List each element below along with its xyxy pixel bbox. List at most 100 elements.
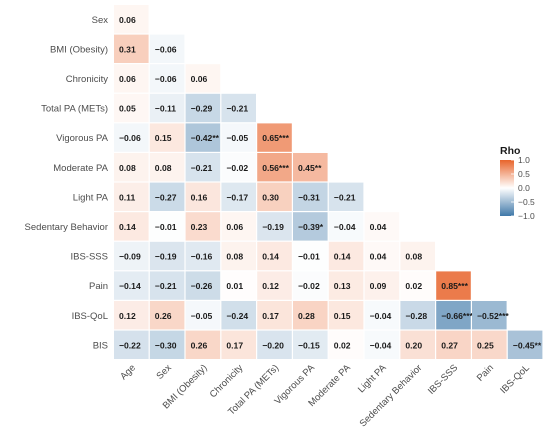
heatmap-cell: −0.29	[185, 93, 221, 123]
heatmap-cell-rect	[185, 271, 221, 300]
heatmap-cell: 0.06	[114, 5, 149, 34]
heatmap-cell-rect	[149, 241, 185, 271]
heatmap-cell: 0.05	[114, 93, 149, 123]
heatmap-cell-label: −0.28	[405, 311, 427, 321]
heatmap-cell-label: 0.17	[262, 311, 279, 321]
heatmap-cell-label: 0.06	[226, 222, 243, 232]
heatmap-cell: 0.27	[436, 330, 471, 359]
heatmap-cell-rect	[149, 212, 185, 241]
heatmap-cell: 0.45**	[293, 153, 328, 182]
heatmap-cell-label: 0.06	[119, 15, 136, 25]
heatmap-cell-rect	[364, 241, 400, 271]
heatmap-cell-label: −0.04	[370, 311, 392, 321]
column-label: Light PA	[356, 362, 389, 395]
heatmap-cell: 0.14	[257, 241, 292, 271]
heatmap-cell-label: −0.14	[119, 281, 141, 291]
heatmap-cell-label: 0.14	[262, 252, 279, 262]
heatmap-cell-rect	[114, 212, 149, 241]
heatmap-cell-label: −0.24	[226, 311, 248, 321]
heatmap-cell-rect	[149, 64, 185, 93]
heatmap-cell-rect	[185, 301, 221, 330]
heatmap-cell: −0.21	[149, 271, 185, 300]
heatmap-cell: 0.26	[149, 301, 185, 330]
heatmap-cell: 0.12	[114, 301, 149, 330]
heatmap-cell-rect	[364, 271, 400, 300]
row-label: Vigorous PA	[56, 133, 109, 144]
column-label: IBS-QoL	[498, 363, 532, 397]
heatmap-cell-label: −0.21	[334, 192, 356, 202]
heatmap-cell-label: 0.11	[119, 192, 135, 202]
heatmap-cell-label: 0.25	[477, 340, 494, 350]
row-label: BMI (Obesity)	[50, 44, 108, 55]
heatmap-cell-rect	[114, 241, 149, 271]
heatmap-cell-rect	[221, 271, 256, 300]
heatmap-cell: 0.85***	[436, 271, 471, 300]
heatmap-cell-label: −0.06	[155, 74, 177, 84]
heatmap-cell-label: −0.31	[298, 192, 320, 202]
heatmap-cell-label: 0.05	[119, 104, 136, 114]
heatmap-cell-rect	[328, 271, 364, 300]
heatmap-cell: −0.04	[364, 330, 400, 359]
heatmap-cells: 0.06 0.31 −0.06 0.06 −0.06 0.06 0.05 −0.11 −0.29…	[114, 5, 543, 359]
heatmap-cell-rect	[328, 301, 364, 330]
row-label: Pain	[89, 281, 108, 292]
heatmap-cell-label: −0.66***	[441, 311, 473, 321]
heatmap-cell: −0.02	[293, 271, 328, 300]
heatmap-cell: −0.06	[114, 123, 149, 152]
heatmap-cell-rect	[114, 271, 149, 300]
heatmap-cell: −0.66***	[436, 301, 474, 330]
row-label: Chronicity	[66, 74, 108, 85]
heatmap-cell: −0.02	[221, 153, 256, 182]
heatmap-cell-rect	[257, 301, 292, 330]
heatmap-cell-label: −0.02	[226, 163, 248, 173]
heatmap-cell-label: −0.19	[262, 222, 284, 232]
heatmap-cell: 0.06	[221, 212, 256, 241]
row-label: BIS	[93, 340, 108, 351]
heatmap-cell-label: 0.08	[155, 163, 172, 173]
heatmap-cell: 0.04	[364, 241, 400, 271]
heatmap-cell: 0.23	[185, 212, 221, 241]
column-label: Sedentary Behavior	[358, 363, 425, 430]
heatmap-cell: 0.16	[185, 182, 221, 211]
heatmap-cell-rect	[328, 241, 364, 271]
heatmap-cell-label: 0.14	[334, 252, 351, 262]
heatmap-cell: −0.09	[114, 241, 149, 271]
heatmap-cell-label: 0.02	[405, 281, 422, 291]
heatmap-cell: −0.30	[149, 330, 185, 359]
heatmap-cell: 0.11	[114, 182, 149, 211]
heatmap-cell-label: 0.12	[119, 311, 136, 321]
heatmap-cell-rect	[257, 271, 292, 300]
heatmap-cell-label: −0.26	[191, 281, 213, 291]
heatmap-cell-label: −0.09	[119, 252, 141, 262]
heatmap-cell-label: 0.28	[298, 311, 315, 321]
heatmap-cell-label: 0.30	[262, 192, 279, 202]
heatmap-cell: −0.39*	[293, 212, 328, 241]
heatmap-cell: −0.24	[221, 301, 256, 330]
heatmap-cell-rect	[364, 301, 400, 330]
heatmap-cell: 0.30	[257, 182, 292, 211]
heatmap-cell-rect	[149, 271, 185, 300]
heatmap-cell: 0.02	[400, 271, 435, 300]
heatmap-cell-rect	[221, 330, 256, 359]
heatmap-cell: −0.16	[185, 241, 221, 271]
heatmap-cell-rect	[114, 34, 149, 63]
heatmap-cell: −0.19	[149, 241, 185, 271]
heatmap-cell-rect	[328, 212, 364, 241]
heatmap-cell-rect	[149, 182, 185, 211]
heatmap-cell: −0.15	[293, 330, 328, 359]
heatmap-cell-label: −0.30	[155, 340, 177, 350]
heatmap-cell-label: 0.23	[191, 222, 208, 232]
heatmap-cell-rect	[472, 301, 507, 330]
heatmap-cell-rect	[185, 64, 221, 93]
legend-tick-label: −0.5	[518, 197, 535, 207]
heatmap-cell-label: −0.29	[191, 104, 213, 114]
row-label: IBS-SSS	[71, 252, 109, 263]
heatmap-cell-rect	[364, 330, 400, 359]
heatmap-cell: 0.14	[328, 241, 364, 271]
heatmap-cell: −0.19	[257, 212, 292, 241]
heatmap-cell: 0.06	[185, 64, 221, 93]
heatmap-cell-label: −0.06	[119, 133, 141, 143]
heatmap-cell-label: −0.27	[155, 192, 177, 202]
heatmap-cell-label: 0.85***	[441, 281, 468, 291]
